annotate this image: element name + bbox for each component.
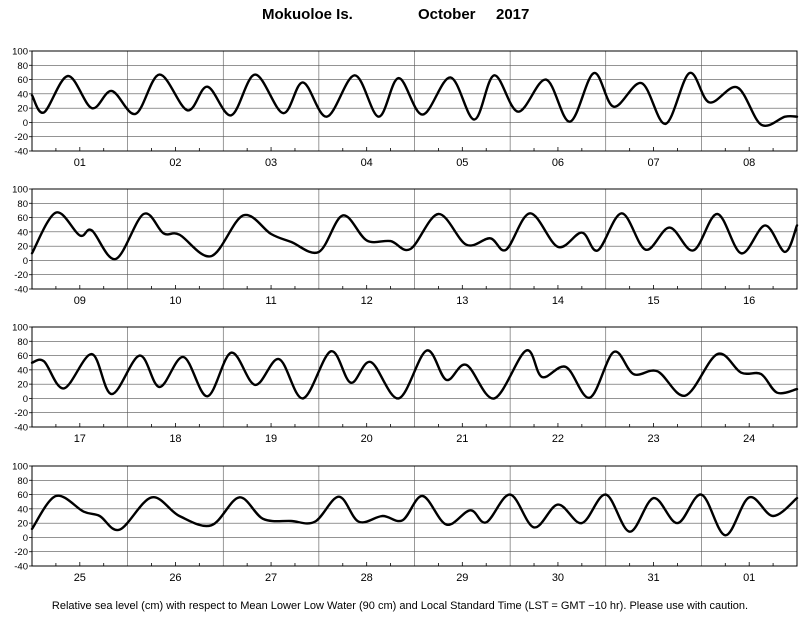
y-tick-label: -40 bbox=[14, 285, 28, 296]
y-tick-label: -40 bbox=[14, 147, 28, 158]
y-tick-label: 60 bbox=[17, 75, 28, 86]
plot-frame bbox=[31, 188, 798, 290]
y-tick-label: 40 bbox=[17, 504, 28, 515]
x-day-label: 01 bbox=[743, 572, 755, 584]
x-day-label: 07 bbox=[647, 157, 659, 169]
x-day-label: 05 bbox=[456, 157, 468, 169]
x-day-label: 11 bbox=[265, 295, 276, 307]
x-day-label: 16 bbox=[743, 295, 755, 307]
x-day-label: 17 bbox=[74, 433, 86, 445]
chart-title-month: October bbox=[418, 6, 476, 23]
x-day-label: 22 bbox=[552, 433, 564, 445]
x-day-label: 20 bbox=[361, 433, 373, 445]
x-day-label: 09 bbox=[74, 295, 86, 307]
plot-frame bbox=[31, 50, 798, 152]
y-tick-label: 100 bbox=[12, 47, 28, 58]
y-tick-label: 20 bbox=[17, 380, 28, 391]
y-tick-label: -20 bbox=[14, 132, 28, 143]
y-tick-label: 20 bbox=[17, 519, 28, 530]
x-day-label: 26 bbox=[169, 572, 181, 584]
y-tick-label: 40 bbox=[17, 89, 28, 100]
x-day-label: 23 bbox=[647, 433, 659, 445]
plot-frame bbox=[31, 465, 798, 567]
y-tick-label: 20 bbox=[17, 242, 28, 253]
x-day-label: 19 bbox=[265, 433, 277, 445]
tide-line bbox=[30, 71, 799, 127]
y-tick-label: 100 bbox=[12, 462, 28, 473]
plot-frame bbox=[31, 326, 798, 428]
tide-line bbox=[30, 493, 799, 537]
x-day-label: 04 bbox=[361, 157, 373, 169]
x-day-label: 14 bbox=[552, 295, 564, 307]
y-tick-label: 0 bbox=[23, 394, 28, 405]
y-tick-label: 0 bbox=[23, 118, 28, 129]
x-day-label: 15 bbox=[647, 295, 659, 307]
y-tick-label: 80 bbox=[17, 476, 28, 487]
chart-title-year: 2017 bbox=[496, 6, 530, 23]
y-tick-label: 60 bbox=[17, 490, 28, 501]
x-day-label: 28 bbox=[361, 572, 373, 584]
y-tick-label: 0 bbox=[23, 256, 28, 267]
x-day-label: 31 bbox=[647, 572, 659, 584]
y-tick-label: -20 bbox=[14, 547, 28, 558]
x-day-label: 24 bbox=[743, 433, 755, 445]
y-tick-label: 80 bbox=[17, 61, 28, 72]
x-day-label: 18 bbox=[169, 433, 181, 445]
x-day-label: 30 bbox=[552, 572, 564, 584]
y-tick-label: 60 bbox=[17, 213, 28, 224]
footnote: Relative sea level (cm) with respect to … bbox=[51, 600, 749, 612]
x-day-label: 29 bbox=[456, 572, 468, 584]
y-tick-label: 100 bbox=[12, 185, 28, 196]
x-day-label: 12 bbox=[361, 295, 373, 307]
x-day-label: 02 bbox=[169, 157, 181, 169]
x-day-label: 01 bbox=[74, 157, 86, 169]
y-tick-label: 60 bbox=[17, 351, 28, 362]
y-tick-label: 80 bbox=[17, 199, 28, 210]
y-tick-label: 20 bbox=[17, 104, 28, 115]
x-day-label: 27 bbox=[265, 572, 277, 584]
x-day-label: 21 bbox=[456, 433, 468, 445]
y-tick-label: 100 bbox=[12, 323, 28, 334]
y-tick-label: 0 bbox=[23, 533, 28, 544]
y-tick-label: 40 bbox=[17, 365, 28, 376]
y-tick-label: -40 bbox=[14, 562, 28, 573]
x-day-label: 13 bbox=[456, 295, 468, 307]
y-tick-label: 80 bbox=[17, 337, 28, 348]
y-tick-label: -20 bbox=[14, 408, 28, 419]
x-day-label: 08 bbox=[743, 157, 755, 169]
x-day-label: 25 bbox=[74, 572, 86, 584]
y-tick-label: 40 bbox=[17, 227, 28, 238]
x-day-label: 03 bbox=[265, 157, 277, 169]
tide-line bbox=[30, 349, 799, 400]
tide-line bbox=[30, 211, 799, 261]
x-day-label: 10 bbox=[169, 295, 181, 307]
y-tick-label: -40 bbox=[14, 423, 28, 434]
y-tick-label: -20 bbox=[14, 270, 28, 281]
x-day-label: 06 bbox=[552, 157, 564, 169]
chart-title-station: Mokuoloe Is. bbox=[262, 6, 353, 23]
